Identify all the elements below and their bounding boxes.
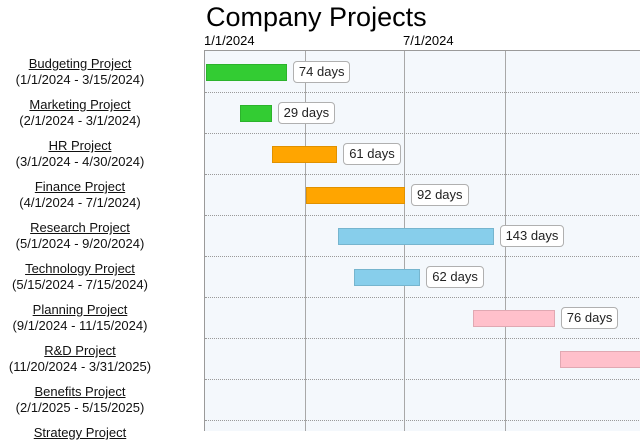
row-separator [205, 338, 640, 339]
chart-title: Company Projects [206, 2, 427, 32]
task-label: Research Project (5/1/2024 - 9/20/2024) [0, 220, 160, 252]
task-name-link[interactable]: Research Project [30, 220, 130, 235]
row-separator [205, 215, 640, 216]
task-name-link[interactable]: Benefits Project [34, 384, 126, 399]
task-date-range: (5/1/2024 - 9/20/2024) [15, 236, 145, 251]
task-label: Strategy Project [0, 425, 160, 441]
duration-label: 29 days [277, 102, 336, 124]
task-bar[interactable] [353, 269, 421, 286]
task-date-range: (9/1/2024 - 11/15/2024) [12, 318, 148, 333]
task-date-range: (2/1/2024 - 3/1/2024) [19, 113, 141, 128]
task-label: Finance Project (4/1/2024 - 7/1/2024) [0, 179, 160, 211]
row-separator [205, 297, 640, 298]
row-separator [205, 133, 640, 134]
task-bar[interactable] [472, 310, 555, 327]
task-bar[interactable] [271, 146, 338, 163]
task-name-link[interactable]: HR Project [48, 138, 112, 153]
axis-tick-start: 1/1/2024 [204, 33, 255, 48]
row-separator [205, 379, 640, 380]
task-label: Benefits Project (2/1/2025 - 5/15/2025) [0, 384, 160, 416]
task-bar[interactable] [560, 351, 640, 368]
task-label: Technology Project (5/15/2024 - 7/15/2024… [0, 261, 160, 293]
task-label: Budgeting Project (1/1/2024 - 3/15/2024) [0, 56, 160, 88]
task-name-link[interactable]: Finance Project [34, 179, 126, 194]
task-label: Planning Project (9/1/2024 - 11/15/2024) [0, 302, 160, 334]
task-name-link[interactable]: Marketing Project [29, 97, 131, 112]
task-label: HR Project (3/1/2024 - 4/30/2024) [0, 138, 160, 170]
task-name-link[interactable]: Technology Project [25, 261, 135, 276]
task-date-range: (5/15/2024 - 7/15/2024) [12, 277, 148, 292]
duration-label: 143 days [499, 225, 565, 247]
task-date-range: (3/1/2024 - 4/30/2024) [15, 154, 145, 169]
task-name-link[interactable]: Budgeting Project [28, 56, 132, 71]
task-name-link[interactable]: R&D Project [44, 343, 116, 358]
task-date-range: (4/1/2024 - 7/1/2024) [19, 195, 141, 210]
task-label: Marketing Project (2/1/2024 - 3/1/2024) [0, 97, 160, 129]
task-name-link[interactable]: Strategy Project [33, 425, 127, 440]
axis-tick-mid: 7/1/2024 [403, 33, 454, 48]
task-date-range: (1/1/2024 - 3/15/2024) [15, 72, 145, 87]
task-label: R&D Project (11/20/2024 - 3/31/2025) [0, 343, 160, 375]
task-bar[interactable] [338, 228, 494, 245]
row-separator [205, 256, 640, 257]
duration-label: 74 days [292, 61, 351, 83]
vertical-gridline [304, 51, 306, 431]
task-bar[interactable] [305, 187, 405, 204]
row-separator [205, 174, 640, 175]
row-separator [205, 420, 640, 421]
duration-label: 92 days [411, 184, 469, 206]
row-separator [205, 92, 640, 93]
task-date-range: (11/20/2024 - 3/31/2025) [8, 359, 152, 374]
task-name-link[interactable]: Planning Project [32, 302, 128, 317]
task-date-range: (2/1/2025 - 5/15/2025) [15, 400, 145, 415]
duration-label: 61 days [343, 143, 401, 165]
task-bar[interactable] [239, 105, 272, 122]
task-bar[interactable] [206, 64, 287, 81]
duration-label: 62 days [426, 266, 484, 288]
gantt-chart-area: 74 days 29 days 61 days 92 days 143 days 62 d… [204, 50, 640, 431]
duration-label: 76 days [560, 307, 619, 329]
